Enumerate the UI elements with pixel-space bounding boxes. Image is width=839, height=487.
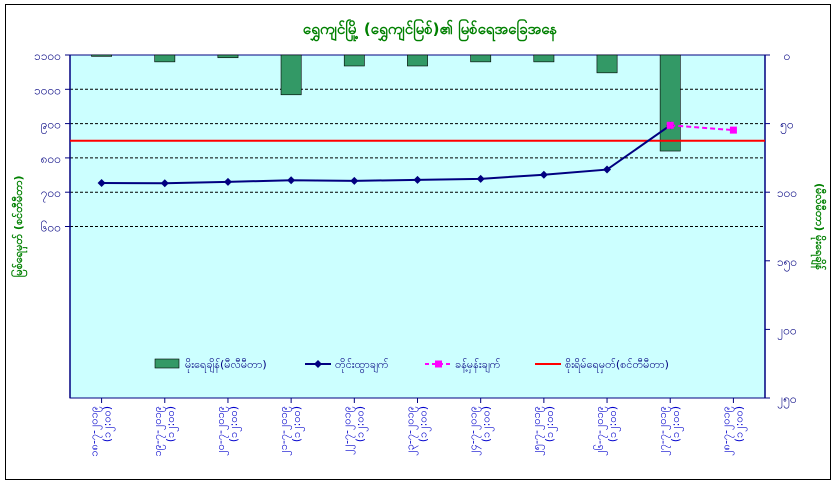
rainfall-bar (217, 54, 239, 59)
rainfall-bar (280, 54, 302, 96)
x-tick-label: ၂၅-၇-၂၀၁၉(၁၂:၀၀) (530, 406, 558, 456)
chart-title: ရွှေကျင်မြို့ (ရွှေကျင်မြစ်)၏ မြစ်ရေအခြေ… (303, 18, 558, 42)
legend-label: တိုင်းထွာချက် (335, 358, 389, 373)
observed-point (413, 175, 422, 184)
left-tick-label: ၆၀၀ (41, 220, 61, 235)
x-tick-label: ၂၆-၇-၂၀၁၉(၁၂:၀၀) (593, 406, 621, 456)
right-tick-label: ၀ (784, 49, 791, 63)
rainfall-bar (659, 54, 681, 152)
rainfall-bar (470, 54, 492, 63)
x-tick-label: ၂၁-၇-၂၀၁၉(၁၂:၀၀) (277, 406, 305, 456)
x-tick-label: ၂၀-၇-၂၀၁၉(၁၂:၀၀) (214, 406, 242, 456)
rainfall-bar (343, 54, 365, 67)
x-tick-label: ၁၉-၇-၂၀၁၉(၁၂:၀၀) (151, 406, 179, 456)
legend-marker (435, 360, 442, 368)
observed-point (603, 165, 612, 174)
legend-marker (314, 360, 322, 368)
x-tick-label: ၁၈-၇-၂၀၁၉(၁၂:၀၀) (88, 406, 116, 457)
left-tick-label: ၇၀၀ (41, 186, 61, 203)
legend-label: မိုးရေချိန်(မီလီမီတာ) (185, 358, 267, 373)
left-tick-label: ၉၀၀ (41, 118, 61, 135)
right-tick-label: ၁၅၀ (777, 255, 797, 272)
rainfall-bar (154, 54, 176, 63)
observed-point (350, 176, 359, 185)
x-tick-label: ၂၂-၇-၂၀၁၉(၁၂:၀၀) (340, 406, 368, 455)
legend-label: ခန့်မှန်းချက် (455, 358, 501, 373)
legend-swatch-bar (154, 358, 180, 369)
rainfall-bar (91, 54, 113, 57)
left-tick-label: ၁၁၀၀ (34, 49, 61, 63)
right-tick-label: ၂၀၀ (777, 323, 796, 340)
observed-point (223, 177, 232, 186)
rainfall-bar (407, 54, 428, 67)
forecast-water-level-line (670, 124, 734, 132)
right-axis-title: (မီလီမီတာ) မိုးရေချိန် (810, 183, 827, 271)
x-tick-label: ၂၃-၇-၂၀၁၉(၁၂:၀၀) (404, 406, 432, 456)
observed-water-level-line (101, 124, 671, 185)
rainfall-bar (533, 54, 555, 63)
left-tick-label: ၈၀၀ (41, 152, 61, 166)
legend-label: စိုးရိမ်ရေမှတ်(စင်တီမီတာ) (565, 358, 669, 373)
left-axis-title: မြစ်ရေမှတ် (စင်တီမီတာ) (10, 175, 28, 277)
x-tick-label: ၂၈-၇-၂၀၁၉(၁၂:၀၀) (719, 406, 747, 456)
x-tick-label: ၂၇-၇-၂၀၁၉(၁၂:၀၀) (656, 406, 684, 456)
rainfall-bar (596, 54, 618, 74)
forecast-point (729, 126, 737, 134)
left-tick-label: ၁၀၀၀ (34, 83, 61, 97)
observed-point (287, 176, 296, 185)
forecast-point (666, 121, 674, 129)
observed-point (160, 179, 169, 188)
x-tick-label: ၂၄-၇-၂၀၁၉(၁၂:၀၀) (467, 406, 495, 456)
right-tick-label: ၁၀၀ (777, 186, 797, 200)
right-tick-label: ၅၀ (780, 118, 794, 135)
right-tick-label: ၂၅၀ (777, 392, 796, 409)
observed-point (97, 178, 106, 187)
observed-point (539, 170, 548, 179)
observed-point (476, 174, 485, 183)
